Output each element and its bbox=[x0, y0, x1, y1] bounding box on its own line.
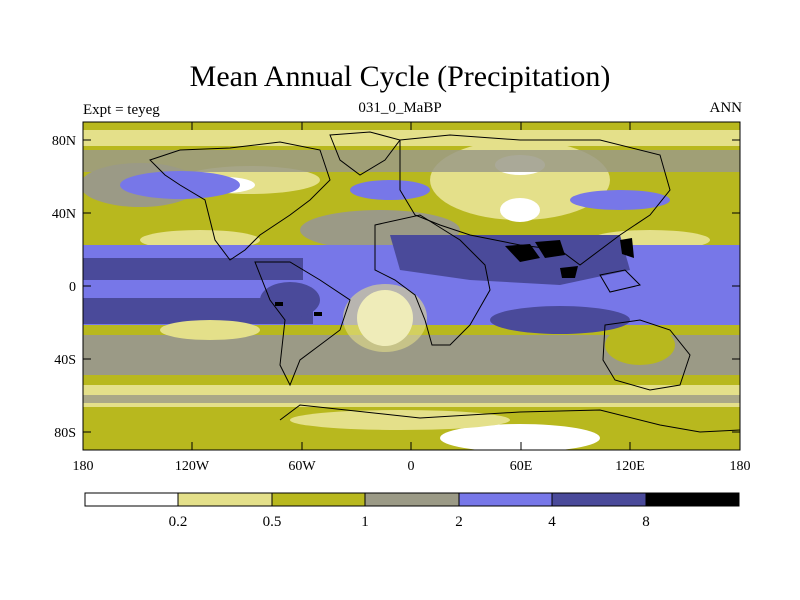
legend-label-0-5: 0.5 bbox=[263, 514, 282, 530]
field-grey-n bbox=[83, 150, 740, 172]
greenland-outline bbox=[329, 131, 401, 176]
south-america-outline bbox=[254, 261, 351, 387]
legend-label-1: 1 bbox=[361, 514, 369, 530]
lon-label-60e: 60E bbox=[510, 459, 533, 474]
field-band-arctic bbox=[83, 130, 740, 146]
legend-label-0-2: 0.2 bbox=[169, 514, 188, 530]
field-so-grey bbox=[83, 395, 740, 403]
legend-swatch-1 bbox=[85, 493, 178, 506]
chart-title: Mean Annual Cycle (Precipitation) bbox=[189, 60, 611, 93]
australia-outline bbox=[602, 319, 691, 391]
field-wp-stormtrack bbox=[570, 190, 670, 210]
lon-label-180w: 180 bbox=[73, 459, 94, 474]
field-australia bbox=[605, 325, 675, 365]
legend-swatch-7 bbox=[646, 493, 739, 506]
lat-label-40s: 40S bbox=[54, 353, 76, 368]
legend-frame bbox=[84, 492, 740, 507]
lon-label-180e: 180 bbox=[730, 459, 751, 474]
axis-ticks bbox=[83, 122, 740, 450]
field-wet-core-5 bbox=[314, 312, 322, 316]
field-antarctic-light bbox=[290, 410, 510, 430]
lat-label-80n: 80N bbox=[52, 134, 76, 149]
season-label: ANN bbox=[709, 100, 743, 116]
legend-label-8: 8 bbox=[642, 514, 650, 530]
field-wet-core-6 bbox=[275, 302, 283, 306]
field-antarctic-dry bbox=[440, 424, 600, 450]
lat-label-80s: 80S bbox=[54, 426, 76, 441]
eurasia-outline bbox=[399, 134, 671, 266]
field-se-pacific-light bbox=[160, 320, 260, 340]
field-na-stormtrack bbox=[350, 180, 430, 200]
experiment-label: Expt = teyeg bbox=[83, 102, 160, 118]
field-itcz-pacific bbox=[83, 258, 303, 280]
case-label: 031_0_MaBP bbox=[358, 100, 442, 116]
legend-label-4: 4 bbox=[548, 514, 556, 530]
maritime-continent-outline bbox=[599, 269, 641, 293]
lon-label-0: 0 bbox=[408, 459, 415, 474]
legend-swatch-4 bbox=[365, 493, 459, 506]
legend-swatch-5 bbox=[459, 493, 552, 506]
lon-label-60w: 60W bbox=[288, 459, 316, 474]
lon-label-120e: 120E bbox=[615, 459, 645, 474]
legend-swatch-3 bbox=[272, 493, 365, 506]
antarctica-outline bbox=[279, 404, 740, 433]
legend-swatch-6 bbox=[552, 493, 646, 506]
coastlines bbox=[149, 131, 740, 433]
field-asia-dry bbox=[500, 198, 540, 222]
lon-label-120w: 120W bbox=[175, 459, 210, 474]
field-wet-core-4 bbox=[620, 238, 634, 258]
africa-outline bbox=[374, 214, 491, 346]
legend-label-2: 2 bbox=[455, 514, 463, 530]
color-legend: 0.2 0.5 1 2 4 8 bbox=[84, 492, 740, 530]
field-wet-core-1 bbox=[505, 244, 540, 262]
field-wet-core-3 bbox=[560, 266, 578, 278]
field-s-atlantic-light bbox=[343, 284, 427, 352]
lat-label-0: 0 bbox=[69, 280, 76, 295]
field-s-indian-wet bbox=[490, 306, 630, 334]
precipitation-field bbox=[83, 122, 740, 450]
lat-label-40n: 40N bbox=[52, 207, 76, 222]
north-america-outline bbox=[149, 141, 331, 261]
field-amazon-wet bbox=[260, 282, 320, 318]
legend-swatch-2 bbox=[178, 493, 272, 506]
